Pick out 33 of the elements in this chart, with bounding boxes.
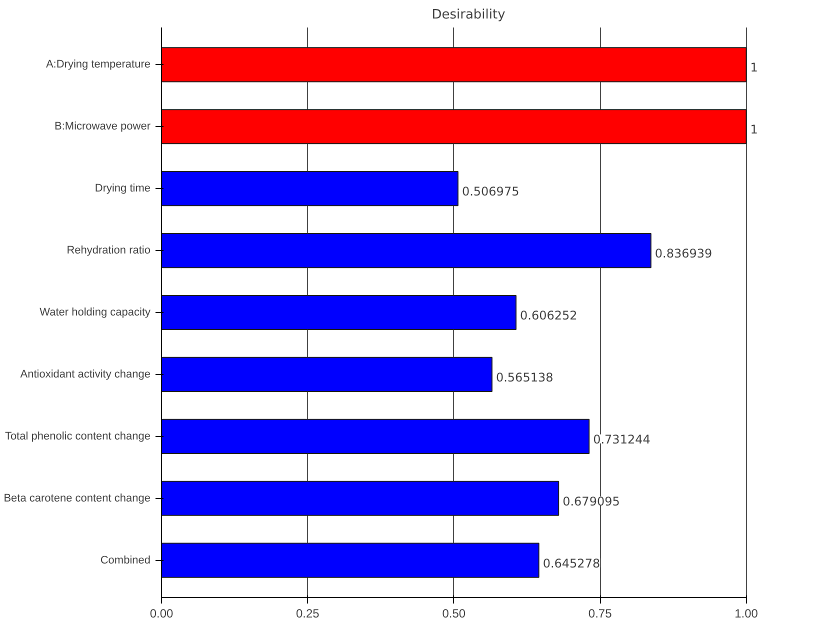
bar [162,233,652,268]
y-tick-label: Drying time [94,182,150,195]
data-label: 0.645278 [542,556,600,570]
data-label: 1 [750,122,758,137]
bar [162,480,560,516]
y-tick-label: Beta carotene content change [4,492,151,504]
bar [162,418,590,454]
y-tick-label: B:Microwave power [54,120,151,133]
y-tick-label: Combined [100,554,150,566]
bar [162,542,540,578]
y-tick-label: A:Drying temperature [46,58,151,71]
x-tick-label: 0.00 [150,606,174,620]
data-label: 0.506975 [462,184,520,199]
data-label: 1 [750,60,758,75]
data-label: 0.606252 [520,308,578,322]
y-tick-label: Antioxidant activity change [20,368,151,380]
y-tick-label: Water holding capacity [40,306,151,318]
bar [162,294,517,330]
bar [162,109,747,144]
data-label: 0.679095 [562,494,620,508]
bar [162,356,492,392]
bar [162,47,747,82]
data-label: 0.836939 [654,246,712,261]
x-tick-label: 0.50 [442,606,466,620]
y-tick-label: Total phenolic content change [4,430,151,442]
chart-title: Desirability [432,8,506,22]
y-tick-label: Rehydration ratio [66,244,151,257]
data-label: 0.731244 [593,432,650,446]
x-tick-label: 0.25 [296,606,320,620]
x-tick-label: 0.75 [588,606,612,620]
data-label: 0.565138 [496,370,554,384]
bar [162,171,458,206]
x-tick-label: 1.00 [734,606,758,620]
